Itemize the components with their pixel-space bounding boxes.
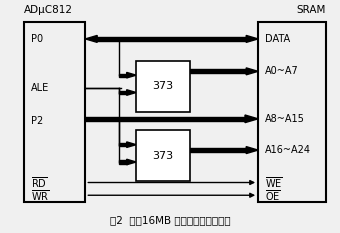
Text: P0: P0 <box>31 34 43 44</box>
Text: A8~A15: A8~A15 <box>265 114 305 124</box>
Polygon shape <box>127 90 136 95</box>
Text: ALE: ALE <box>31 82 49 93</box>
Polygon shape <box>246 68 258 75</box>
Bar <box>119 161 127 164</box>
Text: $\overline{\mathsf{OE}}$: $\overline{\mathsf{OE}}$ <box>265 188 280 203</box>
Bar <box>119 91 127 94</box>
Text: 图2  外扩16MB 数据存储器接口电路: 图2 外扩16MB 数据存储器接口电路 <box>110 215 230 225</box>
Text: P2: P2 <box>31 116 44 126</box>
Text: A0~A7: A0~A7 <box>265 66 299 76</box>
Bar <box>119 74 127 77</box>
Polygon shape <box>127 72 136 78</box>
Polygon shape <box>246 147 258 154</box>
Text: $\overline{\mathsf{WR}}$: $\overline{\mathsf{WR}}$ <box>31 188 50 203</box>
Text: ADμC812: ADμC812 <box>24 5 73 15</box>
Text: $\overline{\mathsf{WE}}$: $\overline{\mathsf{WE}}$ <box>265 175 283 190</box>
Polygon shape <box>85 35 97 42</box>
Bar <box>136 61 190 112</box>
Text: 373: 373 <box>153 151 174 161</box>
Bar <box>136 130 190 181</box>
Bar <box>119 143 127 146</box>
Bar <box>97 37 246 41</box>
Text: $\overline{\mathsf{RD}}$: $\overline{\mathsf{RD}}$ <box>31 175 48 190</box>
Bar <box>258 21 326 202</box>
Polygon shape <box>127 159 136 165</box>
Polygon shape <box>127 142 136 147</box>
Polygon shape <box>246 35 258 42</box>
Text: 373: 373 <box>153 81 174 91</box>
Text: A16~A24: A16~A24 <box>265 145 311 155</box>
Text: DATA: DATA <box>265 34 290 44</box>
Text: SRAM: SRAM <box>296 5 326 15</box>
Bar <box>24 21 85 202</box>
Bar <box>190 69 246 73</box>
Bar <box>190 148 246 152</box>
Polygon shape <box>245 115 258 123</box>
Bar <box>85 117 245 121</box>
